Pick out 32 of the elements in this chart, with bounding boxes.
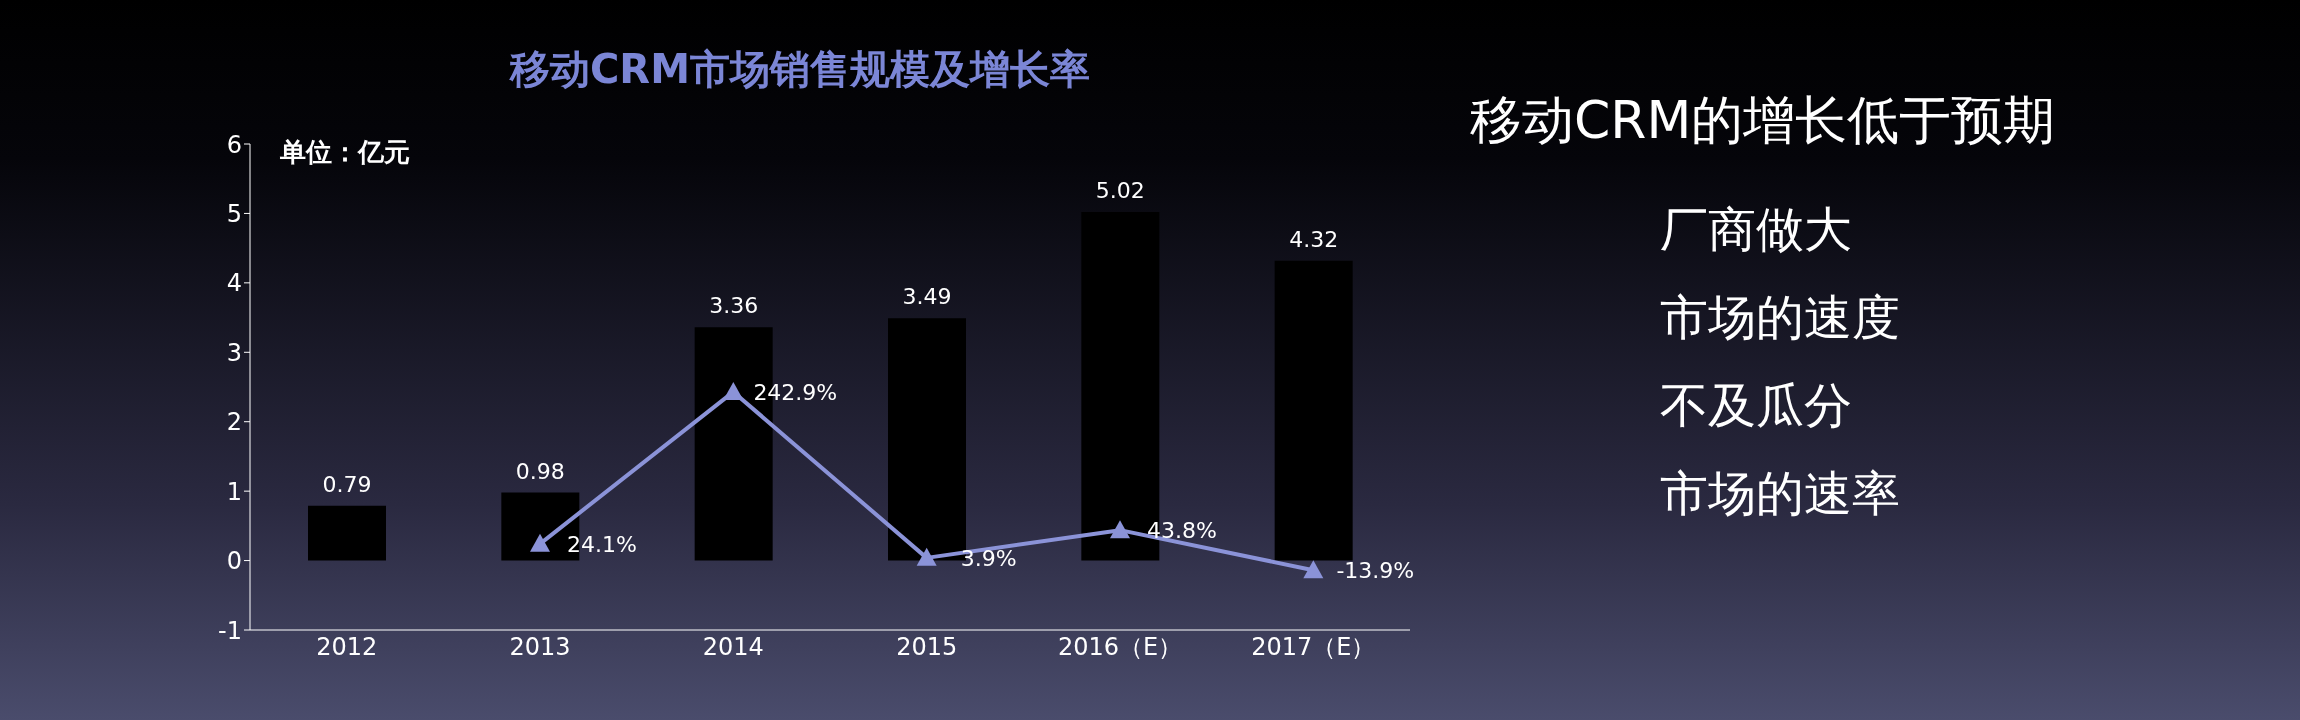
data-label: 3.9% (960, 545, 1017, 571)
text: 市场的速度 (1660, 288, 1901, 347)
x-tick-label: 2016（E） (1057, 633, 1183, 662)
y-tick-label: 2 (226, 408, 242, 437)
text: 厂商做大 (1660, 200, 1853, 259)
data-label: 24.1% (567, 531, 637, 557)
y-tick-label: 3 (226, 338, 242, 367)
data-label: 0.79 (322, 471, 372, 497)
data-label: 242.9% (753, 379, 838, 405)
data-label: 5.02 (1095, 178, 1145, 204)
data-label: 43.8% (1147, 518, 1217, 544)
x-tick-label: 2017（E） (1251, 633, 1376, 662)
text: 不及瓜分 (1660, 376, 1853, 435)
text: 市场的速率 (1660, 464, 1901, 523)
y-tick-label: -1 (218, 616, 242, 645)
y-tick-label: 1 (226, 477, 242, 506)
chart-title: 移动CRM市场销售规模及增长率 (508, 45, 1091, 94)
y-tick-label: 0 (226, 547, 242, 576)
text: 移动CRM的增长低于预期 (1470, 89, 2057, 152)
x-tick-label: 2014 (702, 633, 764, 662)
x-tick-label: 2015 (896, 633, 958, 662)
y-tick-label: 6 (226, 130, 242, 159)
x-tick-label: 2013 (509, 633, 571, 662)
data-label: -13.9% (1336, 558, 1415, 584)
y-axis-title: 单位：亿元 (280, 136, 410, 169)
x-tick-label: 2012 (316, 633, 378, 662)
y-tick-label: 5 (226, 199, 242, 228)
y-tick-label: 4 (226, 269, 242, 298)
data-label: 3.49 (902, 284, 952, 310)
data-label: 4.32 (1289, 226, 1339, 252)
data-label: 0.98 (515, 458, 565, 484)
data-label: 3.36 (709, 293, 759, 319)
